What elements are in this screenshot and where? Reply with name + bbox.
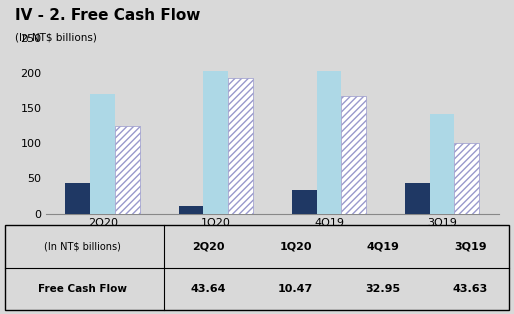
Text: 10.47: 10.47 — [278, 284, 313, 294]
Text: 3Q19: 3Q19 — [454, 241, 487, 252]
Text: 4Q19: 4Q19 — [366, 241, 399, 252]
Bar — [204, 71, 228, 214]
Bar — [115, 126, 140, 214]
Bar — [341, 96, 366, 214]
Text: 43.63: 43.63 — [453, 284, 488, 294]
Bar — [178, 206, 204, 214]
Text: Free Cash Flow: Free Cash Flow — [38, 284, 127, 294]
Bar — [65, 183, 90, 214]
Text: (In NT$ billions): (In NT$ billions) — [15, 33, 97, 43]
Bar — [291, 190, 317, 214]
Text: 2Q20: 2Q20 — [192, 241, 225, 252]
Text: 43.64: 43.64 — [190, 284, 226, 294]
Bar — [317, 71, 341, 214]
Text: (In NT$ billions): (In NT$ billions) — [44, 241, 121, 252]
Text: 32.95: 32.95 — [365, 284, 400, 294]
Bar — [454, 143, 480, 214]
Text: IV - 2. Free Cash Flow: IV - 2. Free Cash Flow — [15, 8, 201, 23]
Bar — [405, 183, 430, 214]
Text: 1Q20: 1Q20 — [279, 241, 312, 252]
Bar — [90, 95, 115, 214]
Bar — [430, 114, 454, 214]
Bar — [228, 78, 253, 214]
